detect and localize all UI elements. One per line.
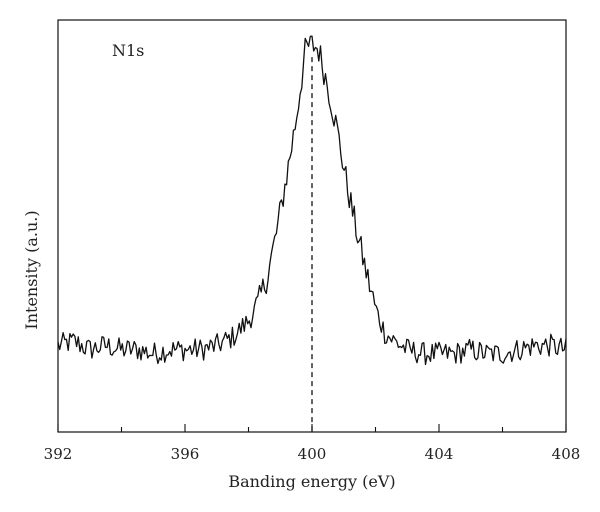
plot-frame: [57, 19, 567, 433]
x-tick-label: 392: [44, 445, 73, 463]
x-axis-tick-labels: 392 396 400 404 408: [44, 445, 581, 463]
y-axis-label: Intensity (a.u.): [22, 210, 41, 329]
peak-annotation: N1s: [112, 41, 144, 60]
x-tick-label: 396: [171, 445, 200, 463]
x-tick-label: 404: [425, 445, 454, 463]
x-tick-label: 408: [552, 445, 581, 463]
x-axis-label: Banding energy (eV): [228, 472, 395, 491]
x-tick-label: 400: [298, 445, 327, 463]
n1s-spectrum-line: [57, 35, 567, 366]
